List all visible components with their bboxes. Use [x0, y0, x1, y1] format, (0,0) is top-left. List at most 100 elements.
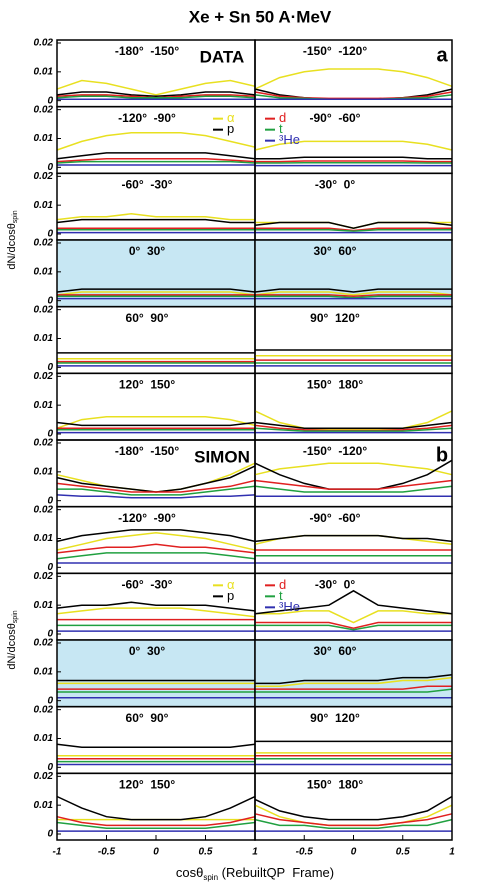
x-tick-label: 0	[153, 847, 159, 858]
series-line	[254, 485, 453, 493]
series-line	[254, 291, 453, 296]
y-tick-label: 0.02	[34, 371, 54, 382]
series-line	[56, 479, 256, 493]
y-tick-label: 0.02	[34, 504, 54, 515]
series-line	[56, 291, 256, 296]
series-line	[56, 421, 256, 427]
section-name: DATA	[200, 47, 245, 66]
panel-label: -150° -120°	[303, 444, 368, 458]
series-line	[56, 91, 256, 98]
series-line	[254, 288, 452, 293]
series-line	[56, 552, 256, 560]
series-line	[254, 479, 453, 490]
panel-label: 0° 30°	[129, 644, 165, 658]
series-line	[56, 95, 256, 99]
series-line	[56, 415, 256, 429]
y-tick-label: 0.01	[34, 333, 54, 344]
legend-label: d	[279, 110, 286, 125]
panel-frame	[254, 772, 453, 841]
section-name: SIMON	[194, 447, 250, 466]
y-tick-label: 0	[47, 629, 53, 640]
panel-background	[255, 640, 452, 707]
panel-label: 90° 120°	[310, 311, 360, 325]
series-line	[255, 156, 452, 160]
series-line	[255, 295, 452, 299]
panel-label: 90° 120°	[310, 711, 360, 725]
x-tick-label: 0.5	[396, 847, 410, 858]
y-tick-label: 0	[47, 362, 53, 373]
y-tick-label: 0.01	[34, 66, 54, 77]
legend-label: p	[227, 121, 234, 136]
y-tick-label: 0.01	[34, 200, 54, 211]
legend-label: d	[279, 577, 286, 592]
panel-label: -180° -150°	[115, 44, 180, 58]
series-line	[255, 294, 452, 298]
series-line	[57, 485, 256, 496]
panel-label: 0° 30°	[129, 244, 165, 258]
y-tick-label: 0.02	[34, 238, 54, 249]
panel-label: 60° 90°	[126, 711, 169, 725]
series-line	[254, 221, 453, 229]
legend-label: ³He	[279, 132, 300, 147]
series-line	[255, 624, 452, 631]
y-tick-label: 0	[47, 695, 53, 706]
series-line	[255, 676, 453, 688]
panel-background	[57, 640, 255, 707]
legend-label: t	[279, 121, 283, 136]
panel-label: 60° 90°	[126, 311, 169, 325]
series-line	[56, 131, 256, 151]
panel-label: 150° 180°	[307, 378, 364, 392]
y-tick-label: 0.02	[34, 171, 54, 182]
panel-label: -90° -60°	[310, 111, 361, 125]
y-tick-label: 0	[47, 429, 53, 440]
y-axis-label-main: dN/dcosθ	[6, 223, 18, 269]
y-tick-label: 0.02	[34, 304, 54, 315]
y-tick-label: 0.01	[34, 466, 54, 477]
y-axis-label-main: dN/dcosθ	[6, 623, 18, 669]
y-tick-label: 0.01	[34, 533, 54, 544]
y-tick-label: 0.01	[34, 800, 54, 811]
panel-label: 120° 150°	[119, 378, 176, 392]
legend-label: α	[227, 110, 235, 125]
y-axis-label: dN/dcosθspin	[6, 610, 19, 669]
y-tick-label: 0.01	[34, 400, 54, 411]
legend-label: ³He	[279, 599, 300, 614]
y-tick-label: 0	[47, 562, 53, 573]
x-tick-label: -0.5	[98, 847, 116, 858]
panel-label: 30° 60°	[314, 244, 357, 258]
y-tick-label: 0.02	[34, 438, 54, 449]
series-line	[56, 795, 256, 821]
y-tick-label: 0.02	[34, 638, 54, 649]
y-tick-label: 0	[47, 829, 53, 840]
series-line	[255, 673, 453, 685]
series-line	[56, 821, 256, 829]
y-tick-label: 0	[47, 762, 53, 773]
y-tick-label: 0.02	[34, 38, 54, 49]
y-tick-label: 0	[47, 162, 53, 173]
series-line	[254, 813, 453, 827]
legend-label: t	[279, 588, 283, 603]
series-line	[56, 213, 255, 221]
y-tick-label: 0.01	[34, 666, 54, 677]
y-tick-label: 0.01	[34, 600, 54, 611]
y-tick-label: 0.02	[34, 704, 54, 715]
y-tick-label: 0	[47, 229, 53, 240]
legend-label: p	[227, 588, 234, 603]
series-line	[56, 494, 256, 499]
series-line	[56, 601, 256, 612]
y-tick-label: 0.02	[34, 104, 54, 115]
x-tick-label: -1	[53, 847, 62, 858]
panel-label: -30° 0°	[315, 578, 355, 592]
panel-label: -30° 0°	[315, 178, 355, 192]
y-tick-label: 0	[47, 95, 53, 106]
x-axis-label-rest: (RebuiltQP Frame)	[218, 865, 334, 880]
series-line	[254, 421, 453, 429]
y-axis-label: dN/dcosθspin	[6, 210, 19, 269]
series-line	[254, 462, 453, 476]
y-tick-label: 0	[47, 495, 53, 506]
series-line	[56, 531, 256, 551]
series-line	[56, 157, 256, 163]
x-tick-label: 1	[449, 847, 455, 858]
